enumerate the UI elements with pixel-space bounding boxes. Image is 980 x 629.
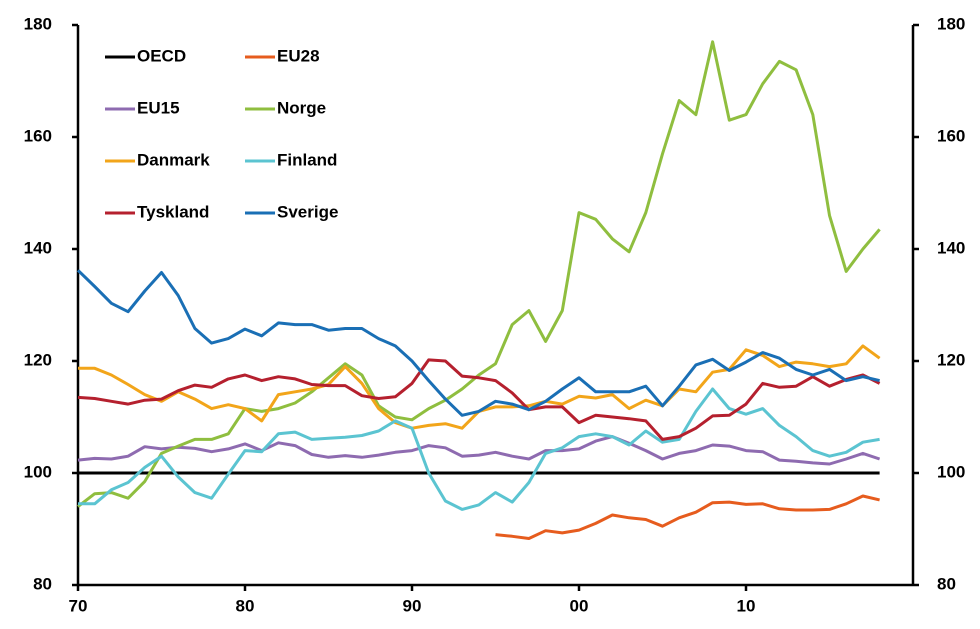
x-tick-label: 00 [570,596,589,615]
y2-tick-label: 160 [937,126,965,145]
x-tick-label: 10 [737,596,756,615]
y2-tick-label: 80 [937,574,956,593]
legend-label: Norge [277,98,326,117]
legend-label: EU15 [137,98,180,117]
x-tick-label: 80 [236,596,255,615]
series-line [77,358,881,441]
legend-label: OECD [137,46,186,65]
y2-tick-label: 100 [937,462,965,481]
legend-label: Sverige [277,202,338,221]
y2-tick-label: 180 [937,14,965,33]
y-tick-label: 80 [33,574,52,593]
y-tick-label: 160 [24,126,52,145]
y-tick-label: 120 [24,350,52,369]
legend-label: Danmark [137,150,210,169]
legend-label: EU28 [277,46,320,65]
y-tick-label: 100 [24,462,52,481]
x-tick-label: 70 [69,596,88,615]
series-line [76,269,880,417]
series-line [495,494,880,540]
series-line [78,387,880,511]
y-tick-label: 140 [24,238,52,257]
legend-label: Finland [277,150,337,169]
series-line [77,435,881,466]
y2-tick-label: 140 [937,238,965,257]
y2-tick-label: 120 [937,350,965,369]
y-tick-label: 180 [24,14,52,33]
legend-label: Tyskland [137,202,209,221]
x-tick-label: 90 [403,596,422,615]
series-line [77,40,881,508]
